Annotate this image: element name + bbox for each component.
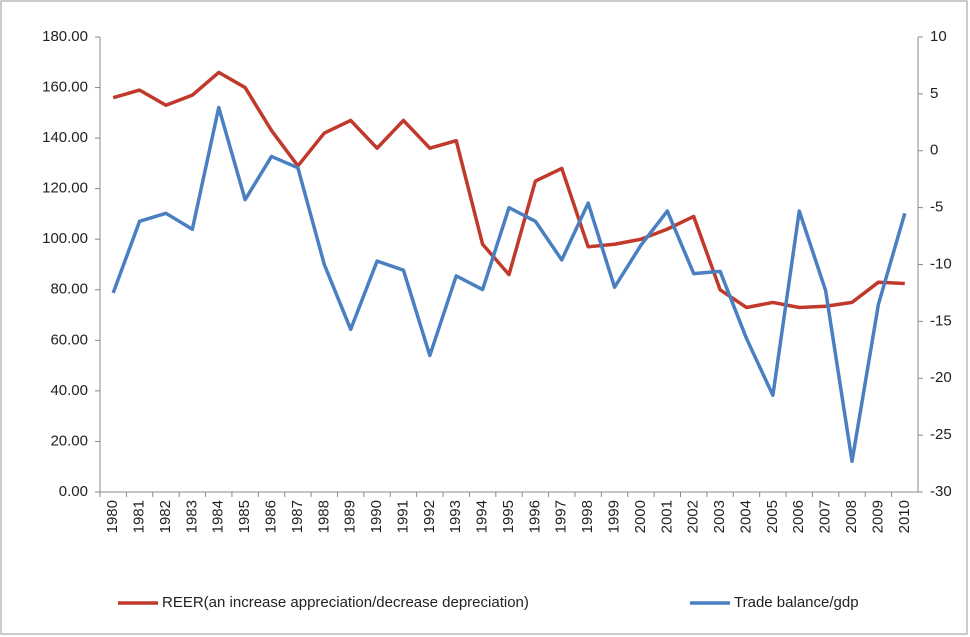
x-tick-label: 1987 — [289, 500, 306, 533]
x-tick-label: 2002 — [685, 500, 702, 533]
x-tick-label: 1986 — [262, 500, 279, 533]
y2-tick-label: 5 — [930, 85, 938, 102]
y-tick-label: 100.00 — [42, 230, 88, 247]
y2-tick-label: -15 — [930, 312, 952, 329]
y-tick-label: 60.00 — [50, 331, 88, 348]
y-tick-label: 120.00 — [42, 180, 88, 197]
legend-label: REER(an increase appreciation/decrease d… — [162, 594, 529, 611]
x-tick-label: 1990 — [368, 500, 385, 533]
y2-tick-label: -20 — [930, 369, 952, 386]
x-tick-label: 2004 — [737, 500, 754, 533]
x-tick-label: 1991 — [394, 500, 411, 533]
x-tick-label: 2000 — [632, 500, 649, 533]
x-tick-label: 1998 — [579, 500, 596, 533]
x-tick-label: 2010 — [896, 500, 913, 533]
legend-label: Trade balance/gdp — [734, 594, 859, 611]
x-tick-label: 2003 — [711, 500, 728, 533]
line-series — [112, 70, 905, 310]
y2-tick-label: -30 — [930, 483, 952, 500]
x-tick-label: 1996 — [526, 500, 543, 533]
x-tick-label: 2009 — [869, 500, 886, 533]
y2-tick-label: -25 — [930, 426, 952, 443]
y2-tick-label: 0 — [930, 142, 938, 159]
x-tick-label: 1980 — [104, 500, 121, 533]
y-tick-label: 20.00 — [50, 432, 88, 449]
x-tick-label: 1999 — [606, 500, 623, 533]
x-tick-label: 1983 — [183, 500, 200, 533]
x-tick-label: 1989 — [342, 500, 359, 533]
y2-tick-label: 10 — [930, 28, 947, 45]
x-tick-label: 1981 — [131, 500, 148, 533]
x-tick-label: 1985 — [236, 500, 253, 533]
x-tick-label: 1984 — [210, 500, 227, 533]
y-tick-label: 140.00 — [42, 129, 88, 146]
y-tick-label: 0.00 — [59, 483, 88, 500]
y2-tick-label: -10 — [930, 255, 952, 272]
x-tick-label: 1992 — [421, 500, 438, 533]
x-tick-label: 1995 — [500, 500, 517, 533]
y-tick-label: 40.00 — [50, 382, 88, 399]
y-tick-label: 80.00 — [50, 281, 88, 298]
line-series — [111, 105, 907, 464]
x-tick-label: 2001 — [658, 500, 675, 533]
x-tick-label: 2008 — [843, 500, 860, 533]
y-tick-label: 180.00 — [42, 28, 88, 45]
y2-tick-label: -5 — [930, 199, 943, 216]
x-tick-label: 1982 — [157, 500, 174, 533]
x-tick-label: 2007 — [817, 500, 834, 533]
x-tick-label: 1994 — [474, 500, 491, 533]
y-tick-label: 160.00 — [42, 79, 88, 96]
x-tick-label: 1997 — [553, 500, 570, 533]
x-tick-label: 2005 — [764, 500, 781, 533]
x-tick-label: 2006 — [790, 500, 807, 533]
x-tick-label: 1993 — [447, 500, 464, 533]
x-tick-label: 1988 — [315, 500, 332, 533]
